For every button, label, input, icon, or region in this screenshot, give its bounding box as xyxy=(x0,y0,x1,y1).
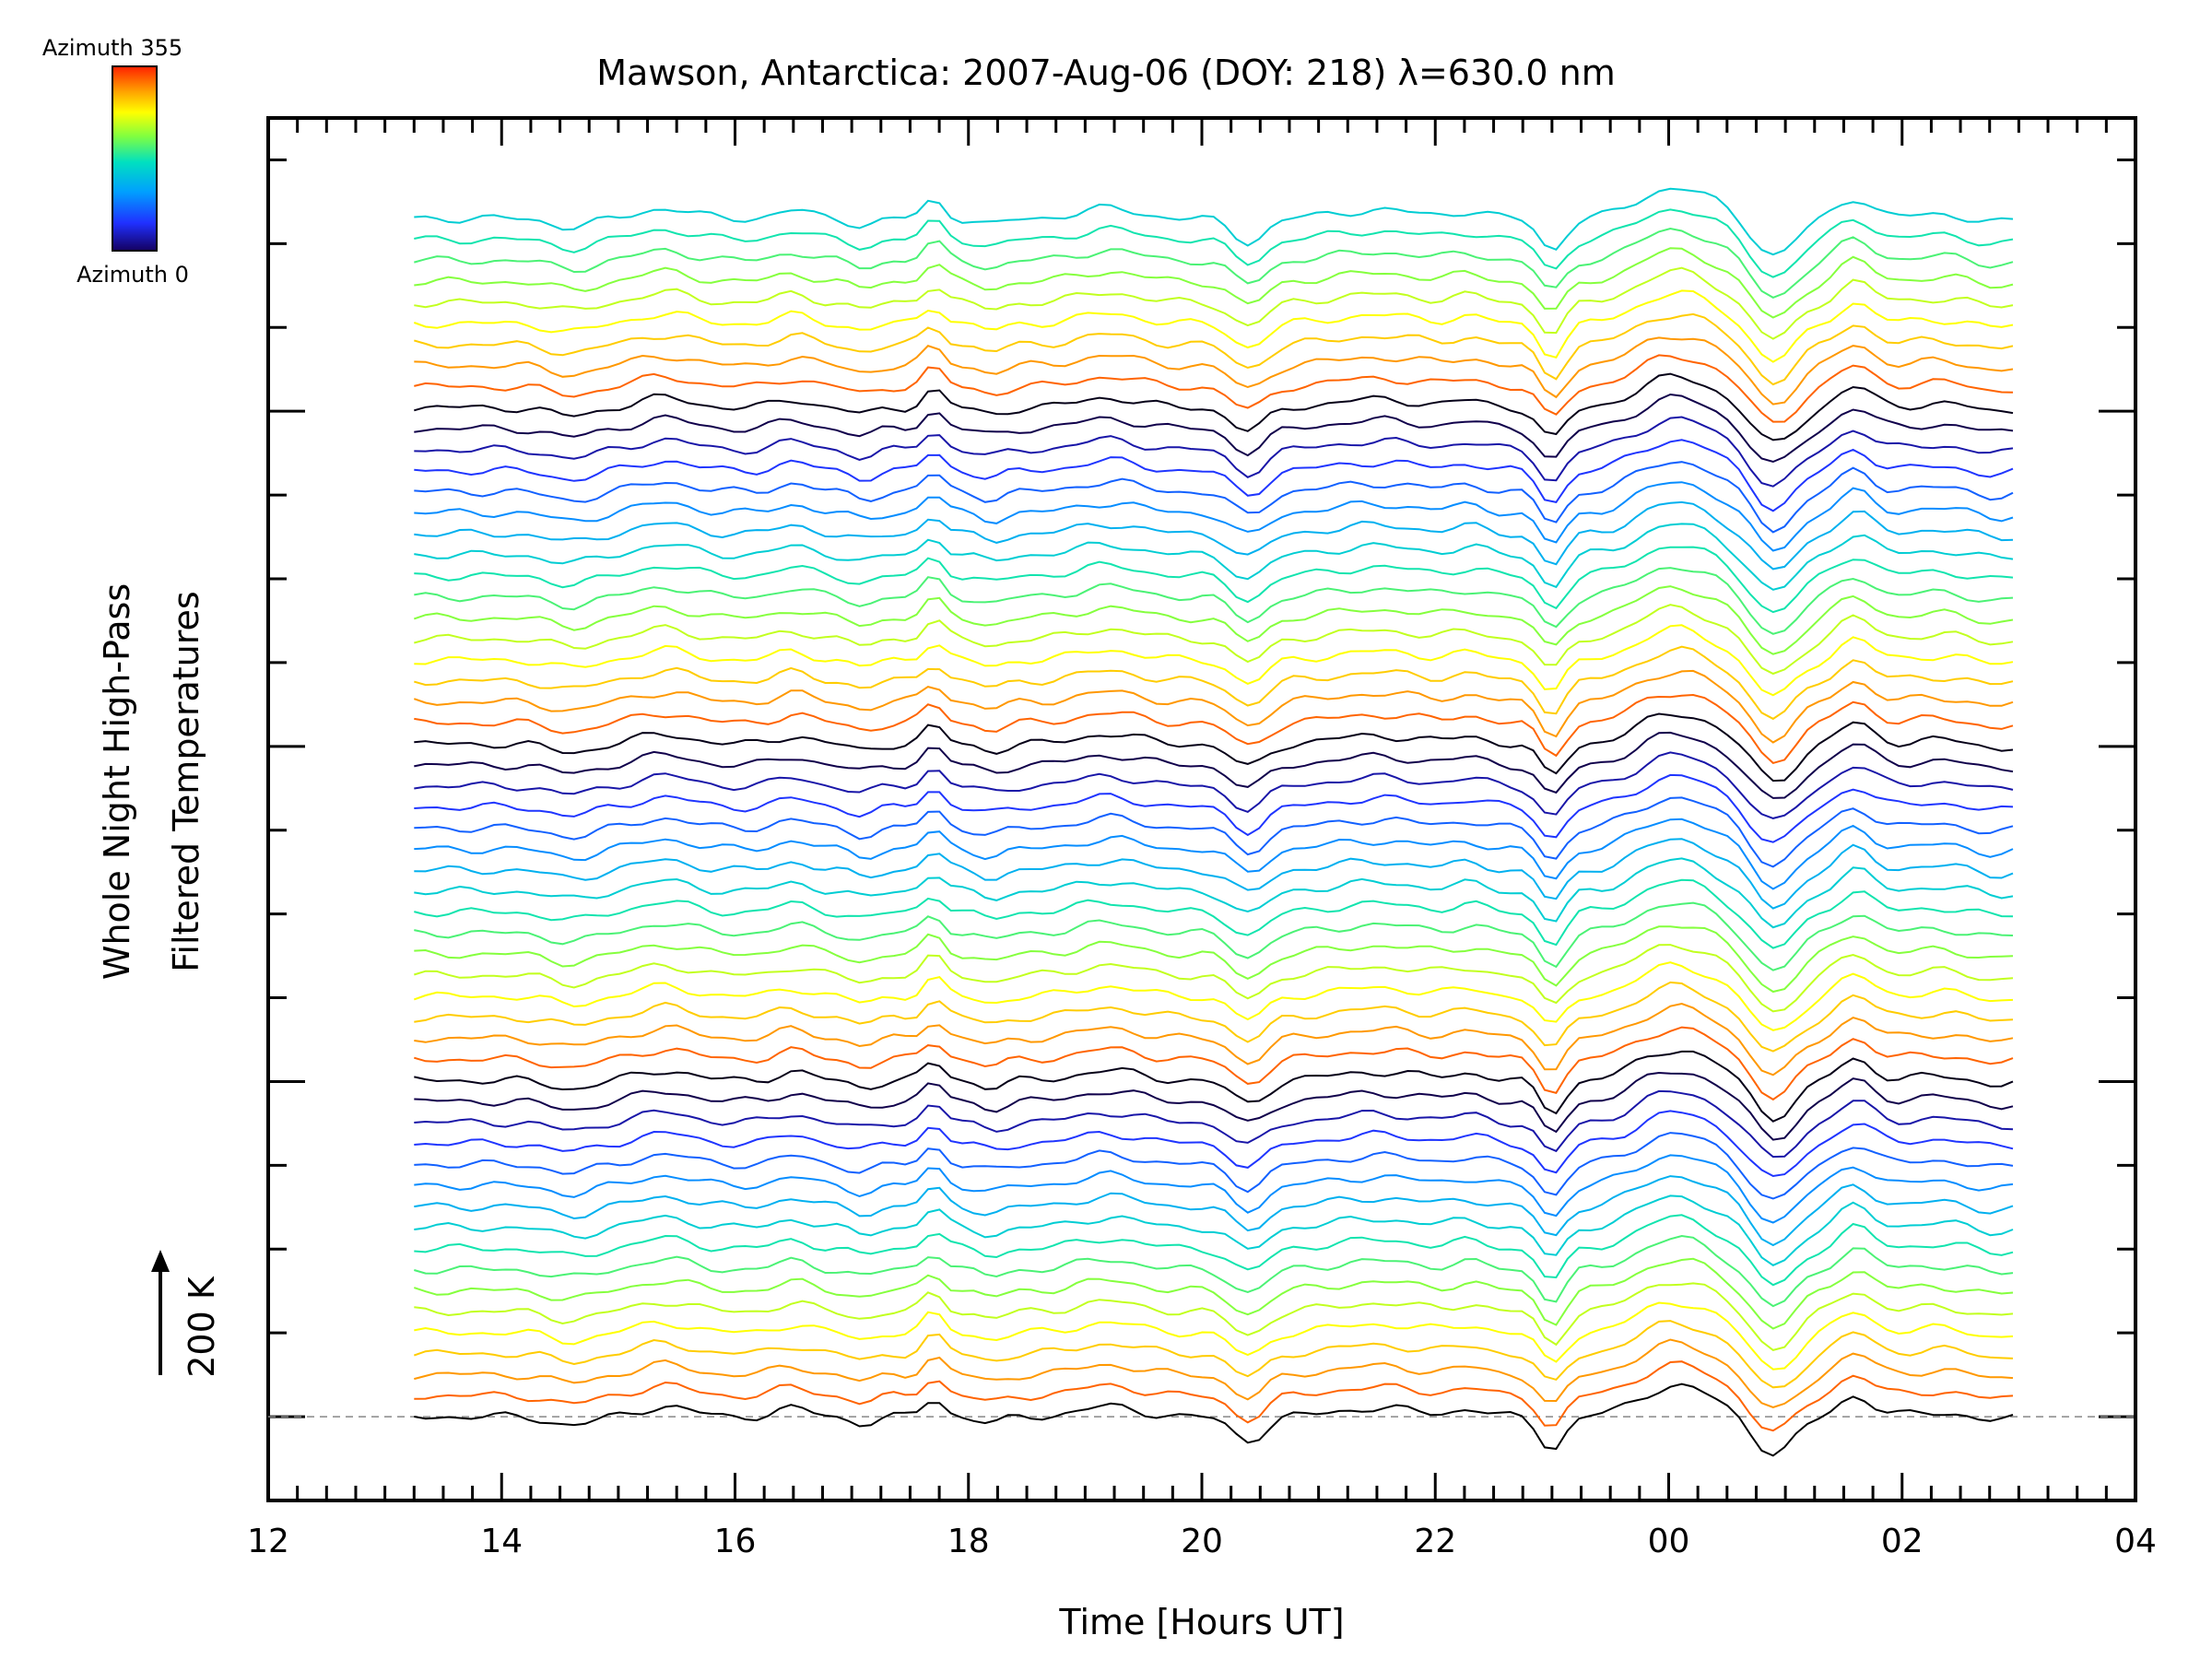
series-line xyxy=(414,731,2014,799)
x-tick-label: 14 xyxy=(480,1523,523,1560)
series-line xyxy=(414,1132,2014,1200)
series-line xyxy=(414,1071,2014,1141)
series-line xyxy=(413,585,2014,655)
colorbar-top-label: Azimuth 355 xyxy=(42,35,182,61)
series-line xyxy=(413,1320,2014,1389)
series-line xyxy=(414,901,2014,971)
x-tick-label: 02 xyxy=(1881,1523,1924,1560)
series-line xyxy=(414,461,2014,534)
x-tick-label: 18 xyxy=(947,1523,990,1560)
series-line xyxy=(414,838,2014,910)
series-line xyxy=(414,546,2014,614)
series-line xyxy=(414,751,2014,819)
series-line xyxy=(414,878,2014,949)
series-line xyxy=(414,925,2014,994)
series-line xyxy=(414,393,2014,464)
series-line xyxy=(414,981,2014,1053)
x-tick-label: 12 xyxy=(247,1523,289,1560)
series-line xyxy=(414,944,2014,1013)
series-line xyxy=(414,857,2014,929)
series-line xyxy=(414,187,2014,256)
series-line xyxy=(414,773,2014,843)
series-line xyxy=(414,312,2014,386)
series-line xyxy=(413,289,2014,363)
series-line xyxy=(414,796,2014,868)
series-line xyxy=(414,1175,2014,1247)
series-line xyxy=(414,1282,2014,1351)
series-line xyxy=(414,481,2014,552)
x-tick-label: 04 xyxy=(2114,1523,2157,1560)
series-line xyxy=(414,372,2014,441)
x-tick-label: 20 xyxy=(1181,1523,1223,1560)
series-line xyxy=(414,1110,2014,1178)
series-line xyxy=(414,1002,2014,1077)
x-axis-title: Time [Hours UT] xyxy=(1058,1602,1344,1642)
x-tick-labels: 12 14 16 18 20 22 00 02 04 xyxy=(247,1523,2157,1560)
series-line xyxy=(414,354,2014,423)
chart-title: Mawson, Antarctica: 2007-Aug-06 (DOY: 21… xyxy=(596,53,1616,93)
x-tick-label: 00 xyxy=(1648,1523,1690,1560)
scale-arrow xyxy=(151,1250,170,1375)
series-line xyxy=(414,693,2014,765)
axis-ticks xyxy=(266,118,2137,1502)
series-line xyxy=(414,712,2014,782)
colorbar xyxy=(112,65,158,252)
series-line xyxy=(414,416,2014,488)
series-line xyxy=(414,645,2014,721)
series-line xyxy=(414,266,2014,340)
series-line xyxy=(414,336,2014,406)
series-line xyxy=(413,961,2014,1031)
x-tick-label: 22 xyxy=(1414,1523,1456,1560)
series-line xyxy=(414,247,2014,319)
series-line xyxy=(414,818,2014,890)
y-axis-title-line2: Filtered Temperatures xyxy=(166,591,206,971)
series-line xyxy=(414,604,2014,676)
series-line xyxy=(414,1234,2014,1308)
series-line xyxy=(414,1194,2014,1266)
series-line xyxy=(414,624,2014,697)
series-line xyxy=(414,208,2014,278)
series-line xyxy=(413,1257,2014,1330)
series-line xyxy=(414,1050,2014,1123)
series-line xyxy=(413,669,2014,744)
series-line xyxy=(414,1214,2014,1287)
series-group xyxy=(413,187,2014,1457)
series-line xyxy=(414,1338,2014,1408)
x-tick-label: 16 xyxy=(714,1523,757,1560)
series-line xyxy=(414,523,2014,591)
series-line xyxy=(414,1089,2014,1159)
series-line xyxy=(414,1360,2014,1432)
colorbar-bottom-label: Azimuth 0 xyxy=(76,262,189,288)
series-line xyxy=(414,500,2014,571)
series-line xyxy=(414,1026,2014,1101)
series-line xyxy=(414,1382,2014,1457)
series-line xyxy=(414,439,2014,512)
y-axis-title-line1: Whole Night High-Pass xyxy=(97,583,137,980)
series-line xyxy=(414,1301,2014,1371)
series-line xyxy=(414,1154,2014,1224)
series-line xyxy=(414,227,2014,300)
scale-label: 200 K xyxy=(182,1276,222,1378)
series-line xyxy=(414,567,2014,635)
